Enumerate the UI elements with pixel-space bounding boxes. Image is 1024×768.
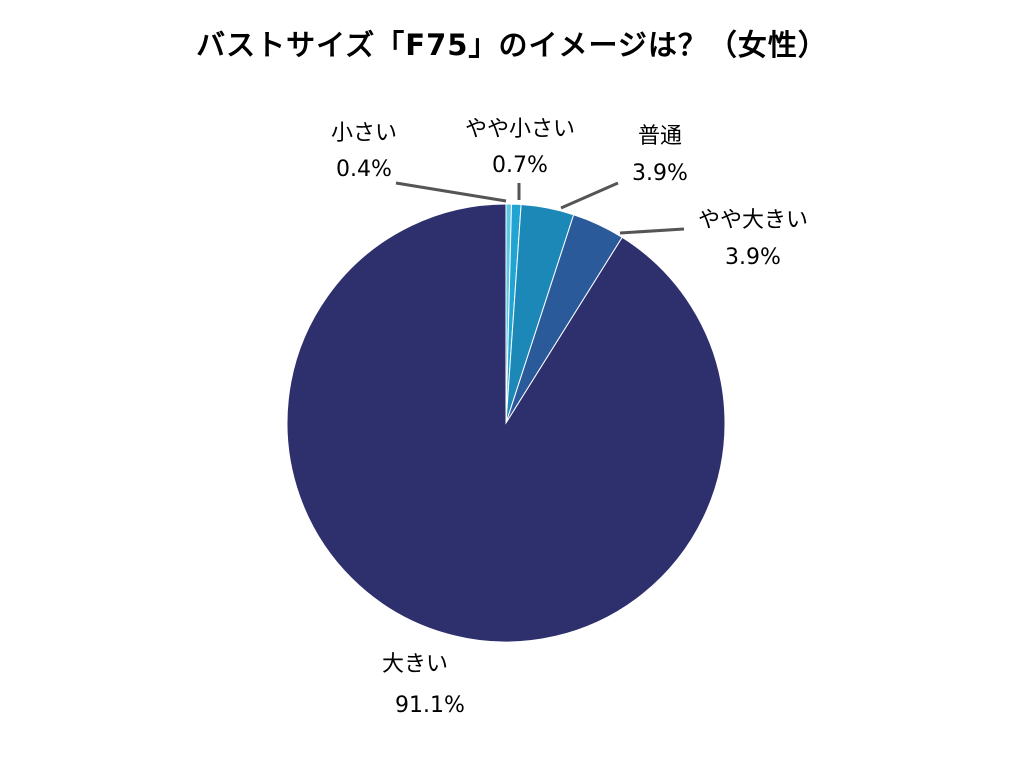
pie-slices bbox=[286, 203, 726, 643]
leader-line-4 bbox=[619, 227, 685, 235]
slice-name-label-5: 大きい bbox=[382, 652, 448, 677]
slice-name-label-4: やや大きい bbox=[698, 208, 808, 233]
slice-value-label-3: 3.9% bbox=[632, 161, 688, 186]
slice-name-label-3: 普通 bbox=[638, 124, 682, 149]
slice-value-label-4: 3.9% bbox=[725, 245, 781, 270]
leader-line-1 bbox=[395, 181, 507, 203]
pie-slice-5 bbox=[286, 203, 726, 643]
chart-title: バストサイズ「F75」のイメージは？（女性） bbox=[196, 28, 828, 62]
pie-labels: 小さい 0.4% やや小さい 0.7% 普通 3.9% やや大きい 3.9% 大きい 91.1% bbox=[331, 117, 808, 718]
slice-name-label-2: やや小さい bbox=[465, 117, 575, 142]
slice-value-label-2: 0.7% bbox=[492, 153, 548, 178]
slice-value-label-1: 0.4% bbox=[336, 157, 392, 182]
slice-value-label-5: 91.1% bbox=[395, 693, 465, 718]
slice-name-label-1: 小さい bbox=[331, 121, 397, 146]
leader-line-3 bbox=[560, 181, 619, 210]
